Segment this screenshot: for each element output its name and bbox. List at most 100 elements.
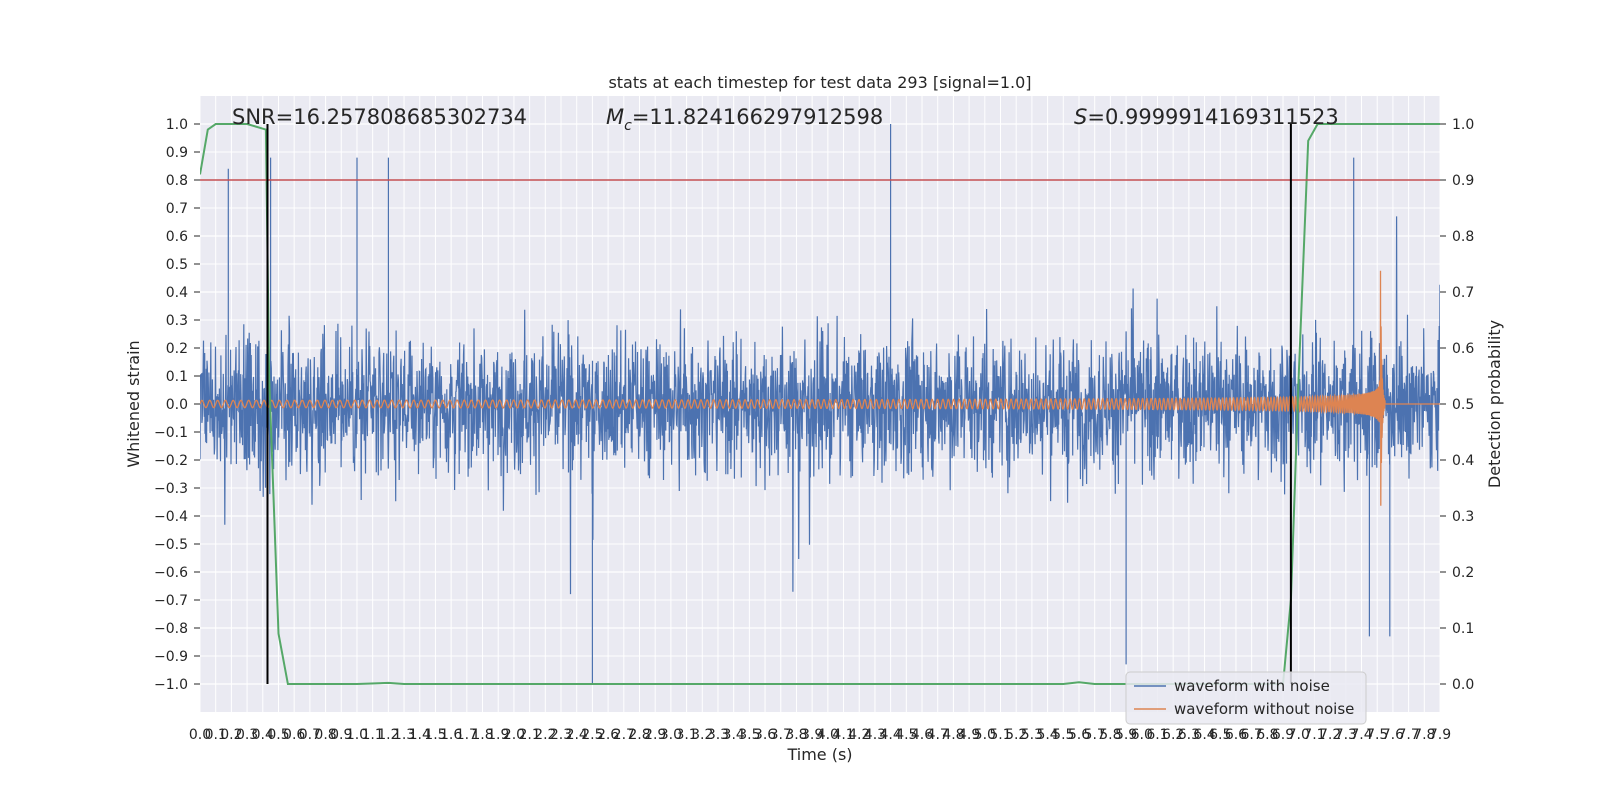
x-tick-label: 2.3 xyxy=(550,727,572,743)
x-tick-label: 3.5 xyxy=(738,727,760,743)
x-tick-label: 3.9 xyxy=(801,727,823,743)
x-tick-label: 4.0 xyxy=(817,727,839,743)
y-tick-label: 0.2 xyxy=(166,341,188,357)
x-tick-label: 2.7 xyxy=(613,727,635,743)
y-tick-label: 0.9 xyxy=(166,145,188,161)
x-tick-label: 4.3 xyxy=(864,727,886,743)
x-tick-label: 2.6 xyxy=(597,727,619,743)
y-tick-label: 0.7 xyxy=(166,201,188,217)
x-tick-label: 6.4 xyxy=(1193,727,1215,743)
x-tick-label: 0.3 xyxy=(236,727,258,743)
x-tick-label: 3.3 xyxy=(707,727,729,743)
y-tick-label: −0.4 xyxy=(154,509,188,525)
x-tick-label: 7.1 xyxy=(1303,727,1325,743)
x-tick-label: 4.6 xyxy=(911,727,933,743)
x-tick-label: 6.6 xyxy=(1225,727,1247,743)
y-axis-label: Whitened strain xyxy=(124,340,143,467)
x-tick-label: 0.5 xyxy=(267,727,289,743)
y2-tick-label: 0.4 xyxy=(1452,453,1474,469)
series-waveform-without-noise xyxy=(200,270,1440,506)
x-tick-label: 1.4 xyxy=(409,727,431,743)
x-tick-label: 1.8 xyxy=(471,727,493,743)
y2-tick-label: 0.6 xyxy=(1452,341,1474,357)
x-tick-label: 3.6 xyxy=(754,727,776,743)
y-tick-label: 0.3 xyxy=(166,313,188,329)
y2-tick-label: 1.0 xyxy=(1452,117,1474,133)
noisy-waveform-line xyxy=(200,124,1440,684)
x-tick-label: 6.1 xyxy=(1146,727,1168,743)
x-tick-label: 5.6 xyxy=(1068,727,1090,743)
y2-axis-label: Detection probability xyxy=(1485,320,1504,488)
y-tick-label: −0.2 xyxy=(154,453,188,469)
x-tick-label: 0.1 xyxy=(205,727,227,743)
x-tick-label: 3.1 xyxy=(675,727,697,743)
x-tick-label: 4.1 xyxy=(832,727,854,743)
x-tick-label: 7.6 xyxy=(1382,727,1404,743)
x-tick-label: 7.8 xyxy=(1413,727,1435,743)
y2-tick-label: 0.1 xyxy=(1452,621,1474,637)
y-tick-label: 1.0 xyxy=(166,117,188,133)
x-tick-label: 2.4 xyxy=(566,727,588,743)
x-tick-label: 2.5 xyxy=(581,727,603,743)
y-tick-label: −0.9 xyxy=(154,649,188,665)
annotation-chirp-mass: Mc=11.824166297912598 xyxy=(606,105,883,134)
x-tick-label: 7.5 xyxy=(1366,727,1388,743)
x-tick-label: 4.8 xyxy=(942,727,964,743)
x-tick-label: 1.0 xyxy=(346,727,368,743)
y-tick-label: 0.4 xyxy=(166,285,188,301)
x-tick-label: 1.3 xyxy=(393,727,415,743)
x-tick-label: 4.4 xyxy=(880,727,902,743)
x-tick-label: 6.2 xyxy=(1162,727,1184,743)
x-tick-label: 6.7 xyxy=(1241,727,1263,743)
y2-tick-label: 0.9 xyxy=(1452,173,1474,189)
overlays xyxy=(200,124,1440,684)
chart-title: stats at each timestep for test data 293… xyxy=(608,73,1031,92)
x-tick-label: 4.5 xyxy=(895,727,917,743)
x-tick-label: 2.9 xyxy=(644,727,666,743)
x-tick-label: 7.9 xyxy=(1429,727,1451,743)
y-tick-label: −0.5 xyxy=(154,537,188,553)
x-tick-label: 7.4 xyxy=(1350,727,1372,743)
series-waveform-with-noise xyxy=(200,124,1440,684)
x-tick-label: 0.0 xyxy=(189,727,211,743)
x-tick-label: 5.7 xyxy=(1084,727,1106,743)
x-tick-label: 5.9 xyxy=(1115,727,1137,743)
x-tick-label: 7.7 xyxy=(1397,727,1419,743)
x-axis-label: Time (s) xyxy=(786,745,852,764)
x-tick-label: 0.6 xyxy=(283,727,305,743)
series-detection-probability xyxy=(200,123,1440,685)
x-tick-label: 2.2 xyxy=(534,727,556,743)
x-tick-label: 6.5 xyxy=(1209,727,1231,743)
x-tick-label: 1.6 xyxy=(440,727,462,743)
x-tick-label: 7.0 xyxy=(1288,727,1310,743)
x-tick-label: 5.3 xyxy=(1021,727,1043,743)
legend-label-noisy: waveform with noise xyxy=(1174,677,1330,695)
y2-tick-label: 0.8 xyxy=(1452,229,1474,245)
y-tick-label: −0.7 xyxy=(154,593,188,609)
x-tick-label: 0.7 xyxy=(299,727,321,743)
clean-waveform-line xyxy=(200,270,1440,506)
y2-tick-label: 0.0 xyxy=(1452,677,1474,693)
x-tick-label: 4.7 xyxy=(927,727,949,743)
annotation-score: S=0.9999914169311523 xyxy=(1074,105,1339,129)
x-tick-label: 3.8 xyxy=(785,727,807,743)
x-tick-label: 7.3 xyxy=(1335,727,1357,743)
x-tick-label: 3.4 xyxy=(723,727,745,743)
y-tick-label: 0.1 xyxy=(166,369,188,385)
x-tick-label: 2.1 xyxy=(518,727,540,743)
x-tick-label: 3.0 xyxy=(660,727,682,743)
x-tick-label: 1.5 xyxy=(424,727,446,743)
x-tick-label: 5.1 xyxy=(989,727,1011,743)
x-tick-label: 0.2 xyxy=(220,727,242,743)
y-tick-label: 0.0 xyxy=(166,397,188,413)
y2-tick-label: 0.7 xyxy=(1452,285,1474,301)
legend-label-clean: waveform without noise xyxy=(1174,700,1354,718)
x-tick-label: 5.4 xyxy=(1036,727,1058,743)
x-tick-label: 5.2 xyxy=(1005,727,1027,743)
x-tick-label: 4.2 xyxy=(848,727,870,743)
x-tick-label: 1.1 xyxy=(362,727,384,743)
x-tick-label: 0.4 xyxy=(252,727,274,743)
y2-tick-label: 0.3 xyxy=(1452,509,1474,525)
x-tick-label: 6.9 xyxy=(1272,727,1294,743)
